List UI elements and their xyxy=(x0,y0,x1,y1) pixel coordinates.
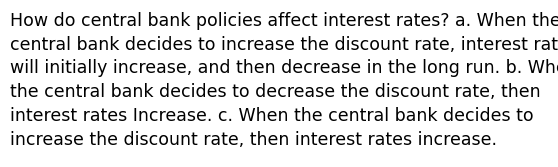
Text: How do central bank policies affect interest rates? a. When the
central bank dec: How do central bank policies affect inte… xyxy=(10,12,558,149)
